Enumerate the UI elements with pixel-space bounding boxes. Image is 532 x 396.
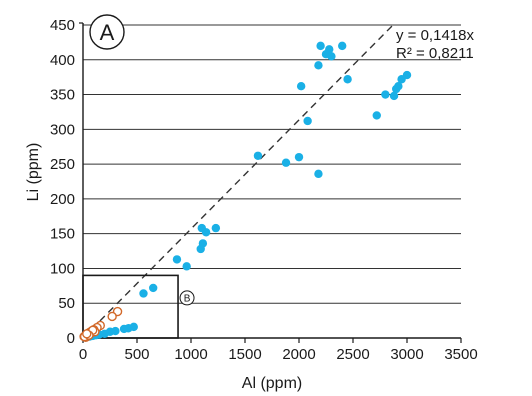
filled-point-26 bbox=[182, 262, 191, 271]
trendline bbox=[82, 23, 395, 339]
data-points bbox=[79, 41, 412, 343]
x-tick-label-0: 0 bbox=[79, 346, 87, 363]
filled-point-27 bbox=[149, 283, 158, 293]
trendline-r-squared: R² = 0,8211 bbox=[396, 45, 474, 62]
filled-point-15 bbox=[303, 116, 312, 126]
inset-label-circle bbox=[179, 290, 195, 306]
filled-point-5 bbox=[314, 61, 323, 70]
y-axis-title: Li (ppm) bbox=[25, 143, 42, 202]
filled-point-17 bbox=[294, 152, 304, 162]
filled-point-20 bbox=[211, 223, 221, 233]
filled-point-28 bbox=[139, 289, 148, 298]
x-tick-label-1500: 1500 bbox=[228, 346, 261, 363]
open-point-19 bbox=[82, 329, 92, 339]
x-tick-label-1000: 1000 bbox=[174, 346, 207, 363]
filled-point-31 bbox=[119, 324, 129, 334]
inset-label: B bbox=[184, 293, 191, 304]
y-tick-label-0: 0 bbox=[67, 330, 75, 347]
filled-point-1 bbox=[338, 41, 347, 51]
filled-point-18 bbox=[281, 158, 291, 167]
panel-label-circle bbox=[89, 14, 125, 50]
trendline-group bbox=[82, 23, 395, 339]
filled-point-25 bbox=[172, 255, 182, 264]
filled-point-14 bbox=[372, 111, 381, 120]
panel-label: A bbox=[100, 20, 115, 45]
filled-point-8 bbox=[381, 90, 390, 99]
filled-point-10 bbox=[389, 91, 399, 101]
y-tick-label-400: 400 bbox=[50, 52, 75, 69]
inset-box bbox=[82, 274, 179, 339]
filled-point-24 bbox=[196, 244, 205, 254]
y-tick-label-450: 450 bbox=[50, 17, 75, 34]
filled-point-19 bbox=[314, 169, 323, 179]
axes bbox=[79, 22, 461, 339]
filled-point-16 bbox=[253, 151, 263, 160]
y-tick-label-50: 50 bbox=[58, 295, 75, 312]
trendline-equation: y = 0,1418x bbox=[396, 27, 474, 44]
y-tick-label-150: 150 bbox=[50, 226, 75, 243]
filled-point-22 bbox=[201, 228, 211, 237]
y-tick-label-350: 350 bbox=[50, 87, 75, 104]
filled-point-12 bbox=[402, 70, 412, 80]
filled-point-4 bbox=[327, 52, 336, 61]
x-tick-label-2500: 2500 bbox=[336, 346, 369, 363]
y-tick-labels: 0 50 100 150 200 250 300 350 400 450 bbox=[50, 17, 75, 347]
x-tick-label-3500: 3500 bbox=[444, 346, 477, 363]
filled-point-0 bbox=[316, 41, 325, 51]
y-tick-label-250: 250 bbox=[50, 156, 75, 173]
open-point-1 bbox=[107, 311, 117, 322]
filled-point-7 bbox=[296, 82, 306, 91]
y-tick-label-100: 100 bbox=[50, 260, 75, 277]
filled-point-13 bbox=[394, 82, 403, 91]
inset-group: B bbox=[82, 274, 195, 339]
x-tick-label-3000: 3000 bbox=[390, 346, 423, 363]
y-tick-label-300: 300 bbox=[50, 121, 75, 138]
x-axis-title: Al (ppm) bbox=[242, 375, 302, 392]
grid-lines bbox=[83, 24, 461, 304]
x-tick-label-500: 500 bbox=[124, 346, 149, 363]
panel-label-group: A bbox=[89, 14, 125, 50]
y-tick-label-200: 200 bbox=[50, 191, 75, 208]
filled-point-6 bbox=[343, 75, 352, 84]
x-tick-labels: 0 500 1000 1500 2000 2500 3000 3500 bbox=[79, 338, 478, 363]
x-tick-label-2000: 2000 bbox=[282, 346, 315, 363]
